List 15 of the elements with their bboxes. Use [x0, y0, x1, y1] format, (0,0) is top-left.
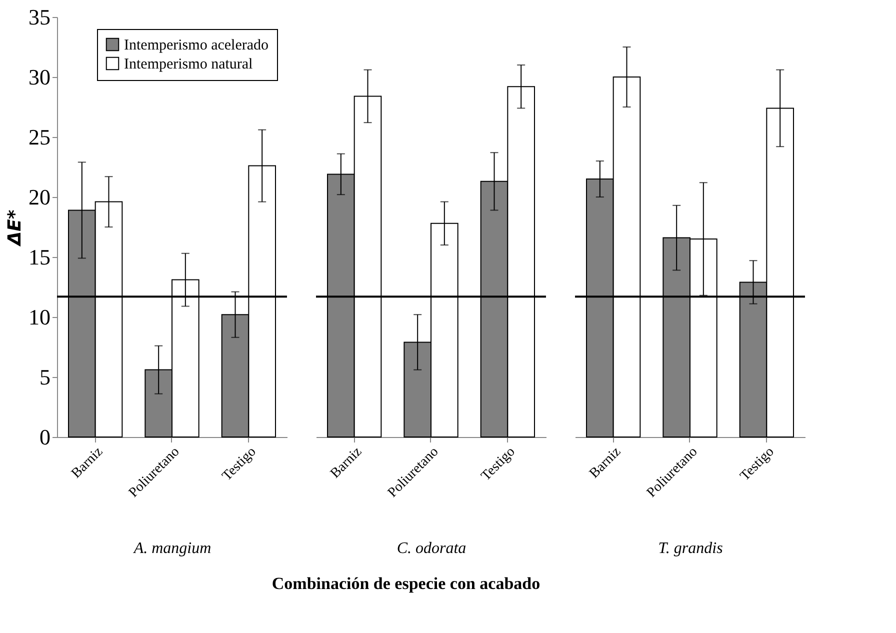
- y-tick-label: 5: [40, 364, 50, 390]
- y-tick-label: 30: [28, 64, 50, 90]
- y-tick-label: 25: [28, 124, 50, 150]
- y-tick-label: 10: [28, 304, 50, 330]
- legend-label: Intemperismo acelerado: [124, 38, 269, 54]
- y-tick-label: 0: [40, 424, 50, 450]
- x-axis-title: T. grandis: [658, 540, 723, 558]
- text: Combinación de especie con acabado: [272, 574, 540, 594]
- y-tick-label: 15: [28, 244, 50, 270]
- x-axis-title: C. odorata: [396, 540, 466, 558]
- y-tick-label: 20: [28, 184, 50, 210]
- x-axis-title: A. mangium: [132, 540, 212, 558]
- legend-label: Intemperismo natural: [124, 56, 253, 72]
- y-axis-title: ΔE*: [4, 209, 26, 248]
- y-tick-label: 35: [28, 4, 50, 30]
